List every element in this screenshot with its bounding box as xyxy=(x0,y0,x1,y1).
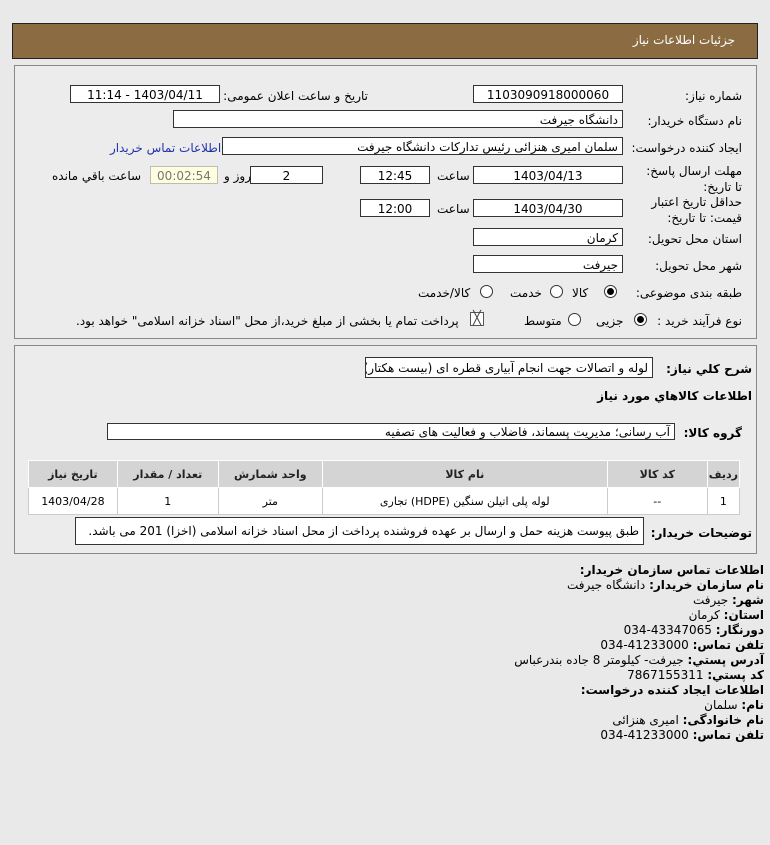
announce-label: تاریخ و ساعت اعلان عمومی: xyxy=(223,89,368,103)
cell-row: 1 xyxy=(706,487,741,515)
announce-field: 1403/04/11 - 11:14 xyxy=(70,85,220,103)
col-name: نام کالا xyxy=(321,460,608,488)
col-date: تاریخ نیاز xyxy=(28,460,118,488)
cell-name: لوله پلی اتیلن سنگین (HDPE) تجاری xyxy=(321,487,608,515)
address-value: جیرفت- کیلومتر 8 جاده بندرعباس xyxy=(514,653,684,667)
col-row: ردیف xyxy=(706,460,741,488)
summary-label: شرح کلي نیاز: xyxy=(666,362,752,376)
buyer-notes-label: توضیحات خریدار: xyxy=(650,526,752,540)
cell-qty: 1 xyxy=(116,487,219,515)
validity-time-label: ساعت xyxy=(437,202,470,216)
group-field: آب رسانی؛ مدیریت پسماند، فاضلاب و فعالیت… xyxy=(107,423,675,440)
deadline-time-field: 12:45 xyxy=(360,166,430,184)
contact-block: اطلاعات تماس سازمان خریدار: نام سازمان خ… xyxy=(514,563,764,743)
contact-title: اطلاعات تماس سازمان خریدار: xyxy=(579,563,764,577)
province-label: استان محل تحویل: xyxy=(647,232,742,246)
name-key: نام: xyxy=(741,698,764,712)
phone-key: تلفن تماس: xyxy=(692,638,764,652)
group-label: گروه کالا: xyxy=(683,426,742,440)
creator-info-title: اطلاعات ایجاد کننده درخواست: xyxy=(580,683,764,697)
postal-value: 7867155311 xyxy=(627,668,704,682)
col-unit: واحد شمارش xyxy=(217,460,323,488)
family-key: نام خانوادگی: xyxy=(682,713,764,727)
family-value: امیری هنزائی xyxy=(612,713,679,727)
province-key: استان: xyxy=(723,608,764,622)
city-key: شهر: xyxy=(732,593,764,607)
name-value: سلمان xyxy=(704,698,738,712)
category-option-goods-service: کالا/خدمت xyxy=(418,286,471,300)
process-option-minor: جزیی xyxy=(596,314,624,328)
address-key: آدرس پستي: xyxy=(687,653,764,667)
category-radio-service[interactable] xyxy=(550,285,563,298)
org-key: نام سازمان خریدار: xyxy=(649,578,764,592)
buyer-notes-field: طبق پیوست هزینه حمل و ارسال بر عهده فروش… xyxy=(75,517,644,545)
remaining-label: ساعت باقي مانده xyxy=(52,169,142,183)
deadline-date-field: 1403/04/13 xyxy=(473,166,623,184)
postal-key: کد پستي: xyxy=(707,668,764,682)
col-qty: تعداد / مقدار xyxy=(116,460,219,488)
category-option-goods: کالا xyxy=(572,286,589,300)
cell-code: -- xyxy=(606,487,708,515)
process-option-medium: متوسط xyxy=(524,314,562,328)
city-label: شهر محل تحویل: xyxy=(655,259,742,273)
buyer-org-field: دانشگاه جیرفت xyxy=(173,110,623,128)
creator-phone-value: 034-41233000 xyxy=(600,728,689,742)
creator-phone-key: تلفن تماس: xyxy=(692,728,764,742)
days-field: 2 xyxy=(250,166,323,184)
category-label: طبقه بندی موضوعی: xyxy=(635,286,742,300)
creator-field: سلمان امیری هنزائی رئیس تدارکات دانشگاه … xyxy=(222,137,623,155)
cell-date: 1403/04/28 xyxy=(28,487,118,515)
phone-value: 034-41233000 xyxy=(600,638,689,652)
buyer-org-label: نام دستگاه خریدار: xyxy=(647,114,743,128)
process-radio-medium[interactable] xyxy=(568,313,581,326)
goods-section-title: اطلاعات کالاهاي مورد نیاز xyxy=(597,389,752,403)
category-radio-goods[interactable] xyxy=(604,285,617,298)
goods-table: ردیف کد کالا نام کالا واحد شمارش تعداد /… xyxy=(28,460,741,515)
validity-label: حداقل تاریخ اعتبار قیمت: تا تاریخ: xyxy=(651,195,742,225)
validity-time-field: 12:00 xyxy=(360,199,430,217)
org-value: دانشگاه جیرفت xyxy=(566,578,646,592)
need-number-field: 1103090918000060 xyxy=(473,85,623,103)
process-label: نوع فرآیند خرید : xyxy=(657,314,742,328)
creator-label: ایجاد کننده درخواست: xyxy=(631,141,742,155)
need-number-label: شماره نیاز: xyxy=(685,89,742,103)
col-code: کد کالا xyxy=(606,460,708,488)
cell-unit: متر xyxy=(217,487,323,515)
category-option-service: خدمت xyxy=(510,286,542,300)
treasury-payment-checkbox[interactable]: ╳ xyxy=(470,312,484,326)
validity-date-field: 1403/04/30 xyxy=(473,199,623,217)
fax-value: 034-43347065 xyxy=(623,623,712,637)
remaining-timer: 00:02:54 xyxy=(150,166,218,184)
days-label: روز و xyxy=(224,169,251,183)
buyer-contact-link[interactable]: اطلاعات تماس خریدار xyxy=(110,141,222,155)
process-radio-minor[interactable] xyxy=(634,313,647,326)
payment-note: پرداخت تمام یا بخشی از مبلغ خرید،از محل … xyxy=(76,314,459,328)
deadline-label: مهلت ارسال پاسخ: تا تاریخ: xyxy=(646,164,742,194)
city-value: جیرفت xyxy=(692,593,729,607)
deadline-time-label: ساعت xyxy=(437,169,470,183)
fax-key: دورنگار: xyxy=(715,623,764,637)
city-field: جیرفت xyxy=(473,255,623,273)
table-row: 1 -- لوله پلی اتیلن سنگین (HDPE) تجاری م… xyxy=(28,487,741,515)
category-radio-goods-service[interactable] xyxy=(480,285,493,298)
province-value: کرمان xyxy=(688,608,720,622)
page-title: جزئیات اطلاعات نیاز xyxy=(632,33,735,47)
page-header: جزئیات اطلاعات نیاز xyxy=(12,23,758,59)
table-header-row: ردیف کد کالا نام کالا واحد شمارش تعداد /… xyxy=(28,460,741,488)
summary-field: لوله و اتصالات جهت انجام آبیاری قطره ای … xyxy=(365,357,653,378)
province-field: کرمان xyxy=(473,228,623,246)
